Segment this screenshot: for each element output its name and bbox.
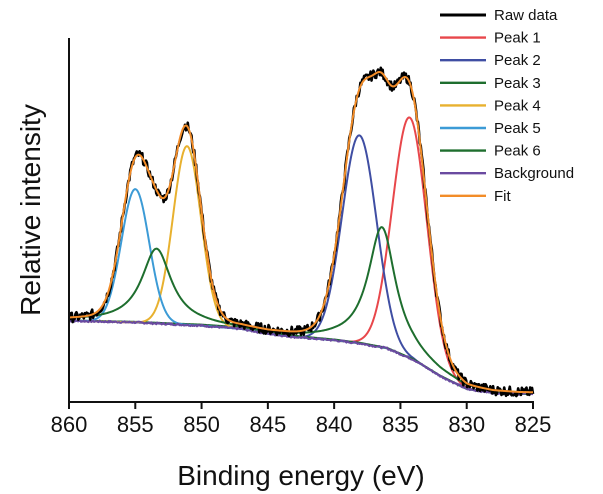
legend-label-background: Background: [494, 165, 574, 182]
series-line-peak-4: [68, 145, 534, 395]
x-axis-title: Binding energy (eV): [177, 460, 424, 491]
legend-label-peak-4: Peak 4: [494, 97, 541, 114]
series-line-peak-5: [68, 188, 534, 395]
series-line-peak-3: [68, 226, 534, 394]
x-tick-label: 855: [117, 412, 154, 437]
legend-label-peak-2: Peak 2: [494, 52, 541, 69]
legend-label-peak-1: Peak 1: [494, 30, 541, 47]
x-tick-label: 830: [448, 412, 485, 437]
legend-label-fit: Fit: [494, 188, 511, 205]
legend-label-peak-3: Peak 3: [494, 75, 541, 92]
legend-label-peak-5: Peak 5: [494, 120, 541, 137]
x-tick-label: 845: [249, 412, 286, 437]
legend-label-raw-data: Raw data: [494, 7, 558, 24]
series-line-peak-1: [68, 116, 534, 395]
x-tick-label: 840: [316, 412, 353, 437]
legend-label-peak-6: Peak 6: [494, 143, 541, 160]
plot-curves: [68, 66, 535, 398]
x-tick-label: 835: [382, 412, 419, 437]
x-ticks: 860 855 850 845 840 835 830 825: [51, 402, 552, 437]
y-axis-title: Relative intensity: [15, 104, 46, 316]
legend: Raw data Peak 1 Peak 2 Peak 3 Peak 4 Peak 5 Pe…: [440, 7, 574, 205]
x-tick-label: 850: [183, 412, 220, 437]
x-tick-label: 825: [515, 412, 552, 437]
series-line-fit: [68, 71, 534, 394]
series-line-background: [68, 319, 534, 396]
x-tick-label: 860: [51, 412, 88, 437]
series-line-raw-data: [68, 66, 535, 398]
